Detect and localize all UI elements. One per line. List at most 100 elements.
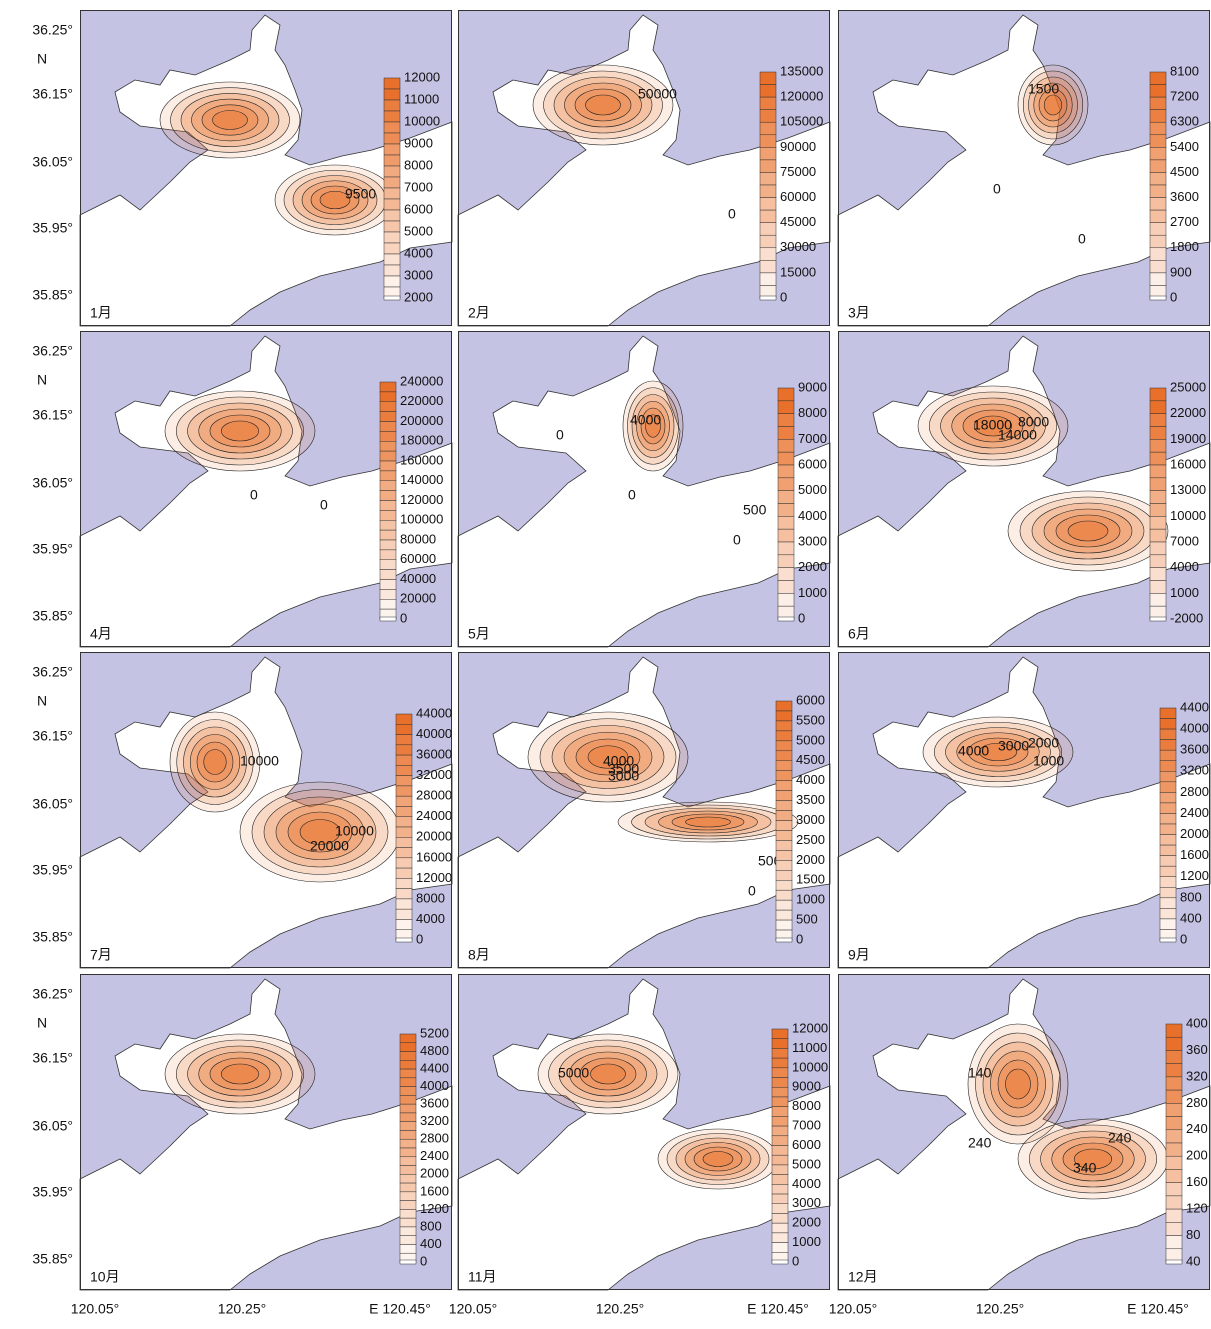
colorbar-step (396, 735, 412, 745)
colorbar-label: 4500 (796, 752, 825, 767)
lon-tick-label: E 120.45° (747, 1301, 809, 1317)
colorbar-label: 12000 (404, 69, 440, 84)
colorbar-label: 400 (420, 1236, 442, 1251)
colorbar-label: 4400 (420, 1061, 449, 1076)
colorbar-label: 90000 (780, 139, 816, 154)
colorbar-label: 60000 (400, 551, 436, 566)
colorbar-step (1166, 1077, 1182, 1090)
colorbar-step (396, 868, 412, 878)
colorbar-step (384, 265, 400, 276)
colorbar-step (778, 617, 794, 621)
colorbar-label: 19000 (1170, 431, 1206, 446)
colorbar-step (396, 745, 412, 755)
contour-label: 240 (968, 1135, 992, 1151)
colorbar-step (1150, 401, 1166, 414)
colorbar-step (400, 1095, 416, 1104)
month-label: 6月 (848, 626, 870, 642)
lat-tick-label: 35.85° (32, 608, 73, 624)
colorbar-label: 5000 (796, 732, 825, 747)
colorbar-step (772, 1107, 788, 1117)
colorbar-label: 5400 (1170, 139, 1199, 154)
colorbar-label: 9000 (404, 135, 433, 150)
colorbar-step (1160, 887, 1176, 898)
colorbar-step (380, 451, 396, 461)
colorbar-step (776, 938, 792, 942)
colorbar-label: 500 (796, 912, 818, 927)
colorbar-step (778, 504, 794, 517)
colorbar-step (396, 909, 412, 919)
colorbar-label: 32000 (416, 767, 452, 782)
colorbar-label: 7200 (1170, 89, 1199, 104)
colorbar-step (1150, 248, 1166, 261)
lat-tick-label: 35.95° (32, 541, 73, 557)
colorbar-step (1160, 898, 1176, 909)
lat-tick-label: 35.85° (32, 287, 73, 303)
colorbar-step (778, 388, 794, 401)
colorbar-step (1160, 803, 1176, 814)
colorbar-label: 160 (1186, 1174, 1208, 1189)
colorbar-step (384, 276, 400, 287)
colorbar-step (1150, 85, 1166, 98)
colorbar-label: 2800 (1180, 784, 1209, 799)
contour-label: 140 (968, 1065, 992, 1081)
colorbar-step (396, 806, 412, 816)
colorbar-step (380, 461, 396, 471)
colorbar-label: 0 (798, 610, 805, 625)
colorbar-label: 7000 (404, 179, 433, 194)
colorbar-step (400, 1052, 416, 1061)
colorbar-label: 220000 (400, 393, 443, 408)
colorbar-label: 160000 (400, 452, 443, 467)
colorbar-step (1150, 260, 1166, 273)
colorbar-step (400, 1043, 416, 1052)
colorbar-step (380, 382, 396, 392)
colorbar-label: 10000 (1170, 508, 1206, 523)
colorbar-step (396, 776, 412, 786)
colorbar-step (1150, 542, 1166, 555)
colorbar-step (772, 1039, 788, 1049)
month-label: 7月 (90, 947, 112, 963)
colorbar-label: 3600 (1170, 189, 1199, 204)
colorbar-step (400, 1069, 416, 1078)
colorbar-step (776, 761, 792, 771)
colorbar-step (760, 185, 776, 198)
colorbar-step (778, 465, 794, 478)
colorbar-step (400, 1201, 416, 1210)
lon-tick-label: E 120.45° (369, 1301, 431, 1317)
colorbar-step (760, 223, 776, 236)
colorbar-step (778, 478, 794, 491)
lat-tick-label: 36.25° (32, 343, 73, 359)
colorbar-step (380, 580, 396, 590)
contour-label: 10000 (335, 823, 374, 839)
colorbar-label: 120 (1186, 1201, 1208, 1216)
contour-label: 0 (993, 181, 1001, 197)
colorbar-label: 6000 (796, 692, 825, 707)
month-label: 5月 (468, 626, 490, 642)
lat-tick-label: 35.95° (32, 1184, 73, 1200)
colorbar-label: 8000 (798, 405, 827, 420)
colorbar-label: 0 (420, 1253, 427, 1268)
colorbar-label: 7000 (1170, 533, 1199, 548)
lon-tick-label: 120.25° (218, 1301, 266, 1317)
colorbar-step (1166, 1064, 1182, 1077)
colorbar-label: 60000 (780, 189, 816, 204)
colorbar-step (1150, 110, 1166, 123)
colorbar-step (400, 1174, 416, 1183)
colorbar-label: 3200 (420, 1113, 449, 1128)
colorbar-label: 80000 (400, 531, 436, 546)
contour-label: 8000 (1018, 414, 1049, 430)
colorbar-label: 11000 (792, 1040, 827, 1055)
lon-tick-label: E 120.45° (1127, 1301, 1189, 1317)
contour-label: 1500 (1028, 81, 1059, 97)
colorbar-step (384, 89, 400, 100)
contour-label: 5000 (558, 1065, 589, 1081)
colorbar-label: 100000 (400, 512, 443, 527)
colorbar-label: 15000 (780, 264, 816, 279)
lat-hemisphere: N (37, 693, 47, 709)
colorbar-step (1150, 465, 1166, 478)
colorbar-step (1160, 782, 1176, 793)
contour-label: 0 (733, 532, 741, 548)
colorbar-label: 2000 (1180, 826, 1209, 841)
colorbar-label: 6300 (1170, 114, 1199, 129)
colorbar-label: 6000 (798, 456, 827, 471)
colorbar-label: 105000 (780, 114, 823, 129)
